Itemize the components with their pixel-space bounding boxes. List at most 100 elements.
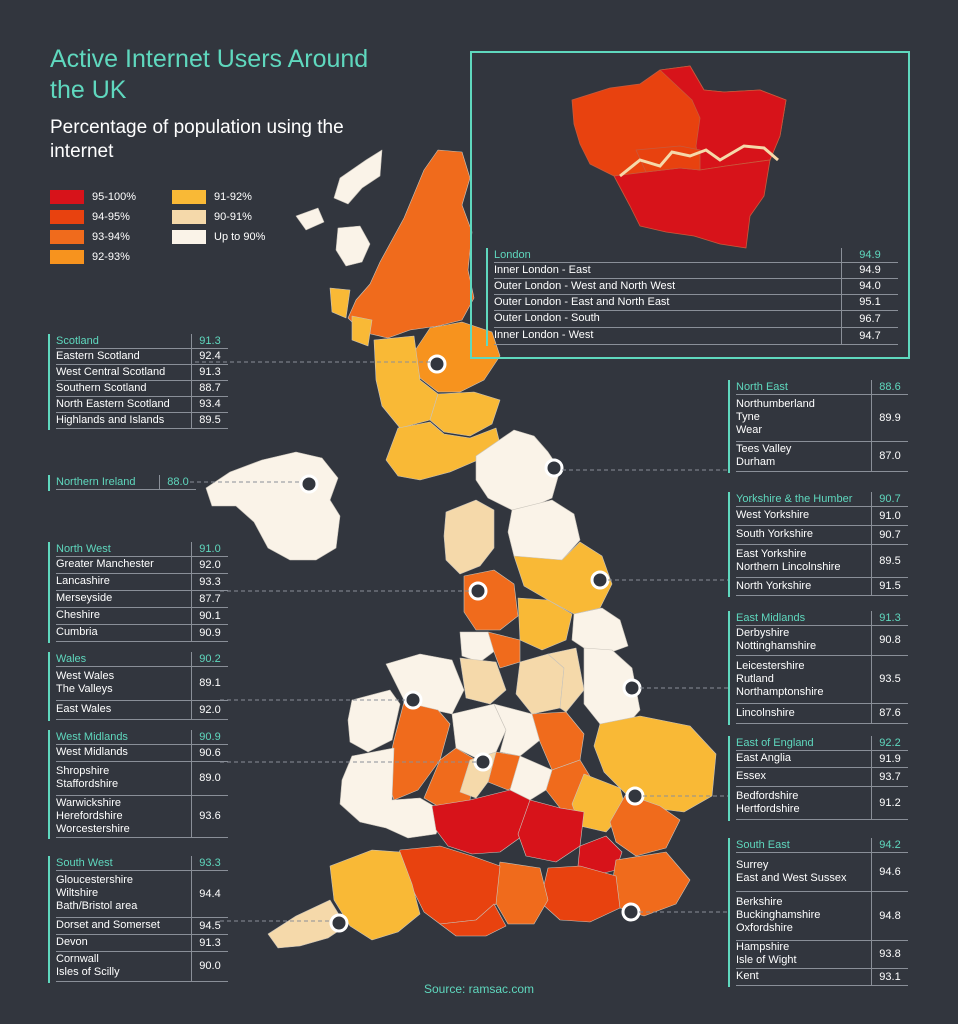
table-accent-bar <box>728 611 730 725</box>
row-value: 93.3 <box>191 573 228 590</box>
table-row: Greater Manchester 92.0 <box>56 556 228 574</box>
row-value: 93.8 <box>871 940 908 968</box>
row-value: 93.6 <box>191 795 228 837</box>
region-header: North West 91.0 <box>56 542 228 557</box>
region-table-northern-ireland: Northern Ireland 88.0 <box>48 475 196 491</box>
legend-swatch <box>50 210 84 224</box>
page-title: Active Internet Users Around the UK <box>50 45 369 104</box>
legend-item: 92-93% <box>50 250 130 264</box>
row-label: Northumberland Tyne Wear <box>736 398 815 436</box>
row-value: 88.7 <box>191 380 228 396</box>
region-value: 92.2 <box>871 736 908 750</box>
table-row: Surrey East and West Sussex 94.6 <box>736 852 908 892</box>
table-accent-bar <box>48 730 50 839</box>
row-value: 91.3 <box>191 364 228 380</box>
row-label: Bedfordshire Hertfordshire <box>736 789 800 815</box>
row-label: West Wales The Valleys <box>56 670 115 695</box>
table-row: Inner London - East 94.9 <box>494 262 898 279</box>
row-label: North Yorkshire <box>736 579 812 592</box>
pin-east-of-england <box>625 786 645 806</box>
table-row: Hampshire Isle of Wight 93.8 <box>736 940 908 969</box>
table-row: Devon 91.3 <box>56 934 228 952</box>
pin-north-west <box>468 581 488 601</box>
region-header: Yorkshire & the Humber 90.7 <box>736 492 908 507</box>
row-label: Inner London - East <box>494 263 591 276</box>
row-value: 87.0 <box>871 441 908 471</box>
row-label: Shropshire Staffordshire <box>56 765 119 790</box>
map-east-yorkshire <box>571 607 629 655</box>
row-value: 87.6 <box>871 703 908 723</box>
map-east-scotland <box>429 391 501 437</box>
region-name: East Midlands <box>736 611 806 624</box>
map-greater-manchester <box>487 631 521 669</box>
table-row: Merseyside 87.7 <box>56 590 228 608</box>
table-row: West Central Scotland 91.3 <box>56 364 228 381</box>
table-row: North Yorkshire 91.5 <box>736 577 908 596</box>
table-accent-bar <box>48 334 50 430</box>
legend-item: Up to 90% <box>172 230 265 244</box>
legend-item: 91-92% <box>172 190 252 204</box>
table-accent-bar <box>48 652 50 721</box>
table-row: Outer London - East and North East 95.1 <box>494 294 898 311</box>
map-gloucestershire <box>431 789 531 855</box>
table-row: Cornwall Isles of Scilly 90.0 <box>56 951 228 982</box>
row-label: Leicestershire Rutland Northamptonshire <box>736 659 824 698</box>
row-label: East Anglia <box>736 752 792 764</box>
table-row: Dorset and Somerset 94.5 <box>56 917 228 935</box>
map-west-wales <box>347 689 401 753</box>
row-label: Lancashire <box>56 575 110 587</box>
region-header: Northern Ireland 88.0 <box>56 475 196 490</box>
region-header: East of England 92.2 <box>736 736 908 751</box>
row-value: 94.4 <box>191 870 228 917</box>
row-value: 93.4 <box>191 396 228 412</box>
legend-item: 95-100% <box>50 190 136 204</box>
table-row: Outer London - South 96.7 <box>494 310 898 328</box>
region-value: 91.3 <box>871 611 908 625</box>
region-table-wales: Wales 90.2 West Wales The Valleys 89.1 East W… <box>48 652 228 721</box>
table-row: North Eastern Scotland 93.4 <box>56 396 228 413</box>
table-row: Bedfordshire Hertfordshire 91.2 <box>736 786 908 820</box>
row-value: 92.4 <box>191 348 228 364</box>
region-value: 88.0 <box>159 475 196 489</box>
map-north-yorkshire <box>513 541 613 615</box>
legend-item: 93-94% <box>50 230 130 244</box>
map-scottish-islands-3 <box>335 225 371 267</box>
row-value: 94.7 <box>841 327 898 344</box>
region-table-yorkshire: Yorkshire & the Humber 90.7 West Yorkshire… <box>728 492 908 597</box>
row-label: South Yorkshire <box>736 528 814 540</box>
row-value: 94.0 <box>841 278 898 294</box>
row-label: Merseyside <box>56 592 113 604</box>
row-label: Surrey East and West Sussex <box>736 858 847 884</box>
map-scottish-islands-4 <box>329 287 351 319</box>
row-label: Outer London - South <box>494 312 600 324</box>
row-label: Berkshire Buckinghamshire Oxfordshire <box>736 896 821 934</box>
region-header: North East 88.6 <box>736 380 908 395</box>
table-row: Highlands and Islands 89.5 <box>56 412 228 429</box>
row-label: East Wales <box>56 703 112 715</box>
region-name: North West <box>56 542 111 555</box>
table-row: Shropshire Staffordshire 89.0 <box>56 761 228 796</box>
region-value: 90.9 <box>191 730 228 744</box>
region-table-north-west: North West 91.0 Greater Manchester 92.0 Lanc… <box>48 542 228 643</box>
region-value: 91.3 <box>191 334 228 348</box>
row-value: 91.2 <box>871 786 908 819</box>
table-row: Leicestershire Rutland Northamptonshire 93.… <box>736 655 908 704</box>
map-east-anglia <box>593 715 717 813</box>
pin-south-west <box>329 913 349 933</box>
row-value: 90.6 <box>191 744 228 761</box>
table-row: East Wales 92.0 <box>56 700 228 720</box>
table-row: Eastern Scotland 92.4 <box>56 348 228 365</box>
region-name: London <box>494 248 531 261</box>
region-header: Scotland 91.3 <box>56 334 228 349</box>
row-value: 89.5 <box>871 544 908 577</box>
region-name: Northern Ireland <box>56 475 136 488</box>
table-row: Cheshire 90.1 <box>56 607 228 625</box>
map-warwickshire <box>509 755 553 801</box>
row-value: 89.5 <box>191 412 228 428</box>
row-label: East Yorkshire Northern Lincolnshire <box>736 547 841 573</box>
row-label: Outer London - East and North East <box>494 295 670 308</box>
region-value: 94.9 <box>841 248 898 262</box>
table-row: Inner London - West 94.7 <box>494 327 898 345</box>
thames-river <box>619 144 779 178</box>
